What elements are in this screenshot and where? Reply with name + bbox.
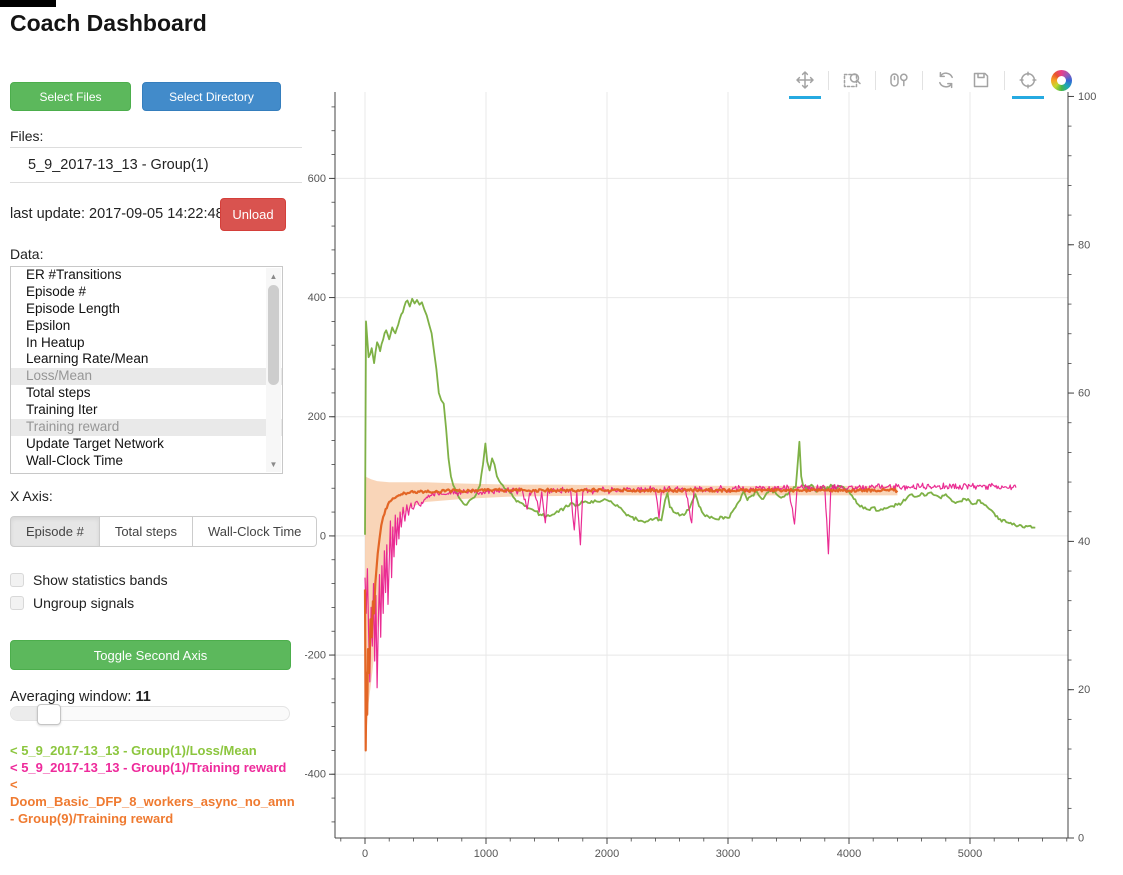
data-item-loss-mean[interactable]: Loss/Mean <box>11 368 282 386</box>
data-item-learning-rate-mean[interactable]: Learning Rate/Mean <box>26 351 149 367</box>
signal-legend: < 5_9_2017-13_13 - Group(1)/Loss/Mean < 5… <box>10 742 298 827</box>
toolbar-separator <box>1004 70 1005 90</box>
select-files-button[interactable]: Select Files <box>10 82 131 111</box>
legend-entry[interactable]: < Doom_Basic_DFP_8_workers_async_no_amn … <box>10 777 295 826</box>
scroll-down-icon[interactable]: ▼ <box>269 459 278 469</box>
xaxis-option-total-steps[interactable]: Total steps <box>99 516 193 547</box>
data-listbox[interactable]: ER #Transitions Episode # Episode Length Ep… <box>10 266 283 474</box>
averaging-window-slider[interactable] <box>10 704 290 725</box>
reset-tool-icon[interactable] <box>934 67 958 93</box>
averaging-window-row: Averaging window: 11 <box>10 689 151 705</box>
svg-text:20: 20 <box>1078 684 1090 696</box>
svg-text:3000: 3000 <box>716 848 740 860</box>
averaging-window-value: 11 <box>135 689 151 705</box>
files-label: Files: <box>10 128 44 144</box>
xaxis-option-wall-clock-time[interactable]: Wall-Clock Time <box>192 516 318 547</box>
svg-text:1000: 1000 <box>474 848 498 860</box>
legend-entry[interactable]: < 5_9_2017-13_13 - Group(1)/Loss/Mean <box>10 743 257 758</box>
svg-text:400: 400 <box>308 292 326 304</box>
file-item[interactable]: 5_9_2017-13_13 - Group(1) <box>28 157 209 173</box>
select-directory-button[interactable]: Select Directory <box>142 82 281 111</box>
svg-text:100: 100 <box>1078 91 1096 103</box>
plot-toolbar <box>789 67 1072 99</box>
svg-text:60: 60 <box>1078 388 1090 400</box>
data-label: Data: <box>10 246 44 262</box>
svg-text:200: 200 <box>308 411 326 423</box>
xaxis-option-episode[interactable]: Episode # <box>10 516 100 547</box>
toggle-second-axis-button[interactable]: Toggle Second Axis <box>10 640 291 670</box>
pan-tool-icon[interactable] <box>789 67 821 99</box>
x-axis-label: X Axis: <box>10 488 53 504</box>
checkbox-ungroup-signals[interactable] <box>10 596 24 610</box>
listbox-scrollbar[interactable]: ▲ ▼ <box>266 268 281 472</box>
unload-button[interactable]: Unload <box>220 198 286 231</box>
data-item-epsilon[interactable]: Epsilon <box>26 317 71 333</box>
svg-text:4000: 4000 <box>837 848 861 860</box>
data-listbox-items: ER #Transitions Episode # Episode Length Ep… <box>11 267 282 470</box>
data-item-training-iter[interactable]: Training Iter <box>26 402 98 418</box>
save-tool-icon[interactable] <box>969 67 993 93</box>
page-title: Coach Dashboard <box>10 10 207 36</box>
svg-text:-200: -200 <box>305 650 326 662</box>
toolbar-separator <box>828 70 829 90</box>
checkbox-label: Ungroup signals <box>33 595 135 611</box>
svg-text:600: 600 <box>308 173 326 185</box>
data-item-wall-clock-time[interactable]: Wall-Clock Time <box>26 452 124 468</box>
last-update-text: last update: 2017-09-05 14:22:48 <box>10 206 224 222</box>
data-item-episode-length[interactable]: Episode Length <box>26 300 120 316</box>
bokeh-logo-icon[interactable] <box>1051 69 1072 91</box>
data-item-er-transitions[interactable]: ER #Transitions <box>26 267 122 282</box>
svg-text:0: 0 <box>1078 833 1084 845</box>
data-item-training-reward[interactable]: Training reward <box>11 419 282 436</box>
scrollbar-thumb[interactable] <box>268 285 279 385</box>
svg-text:5000: 5000 <box>958 848 982 860</box>
svg-text:0: 0 <box>320 530 326 542</box>
scroll-up-icon[interactable]: ▲ <box>269 271 278 281</box>
data-item-update-target-network[interactable]: Update Target Network <box>26 435 164 451</box>
window-artifact <box>0 0 56 7</box>
checkbox-show-statistics-bands[interactable] <box>10 573 24 587</box>
legend-entry[interactable]: < 5_9_2017-13_13 - Group(1)/Training rew… <box>10 760 287 775</box>
checkbox-row-show-statistics-bands: Show statistics bands <box>10 571 168 589</box>
svg-text:80: 80 <box>1078 239 1090 251</box>
checkbox-label: Show statistics bands <box>33 572 168 588</box>
wheel-zoom-tool-icon[interactable] <box>887 67 911 93</box>
hover-tool-icon[interactable] <box>1012 67 1044 99</box>
files-list: 5_9_2017-13_13 - Group(1) <box>10 147 302 183</box>
averaging-window-label: Averaging window: <box>10 689 132 705</box>
slider-handle[interactable] <box>37 704 61 725</box>
data-item-in-heatup[interactable]: In Heatup <box>26 334 85 350</box>
svg-text:40: 40 <box>1078 536 1090 548</box>
checkbox-row-ungroup-signals: Ungroup signals <box>10 594 134 612</box>
toolbar-separator <box>922 70 923 90</box>
data-item-episode[interactable]: Episode # <box>26 283 87 299</box>
box-zoom-tool-icon[interactable] <box>840 67 864 93</box>
toolbar-separator <box>875 70 876 90</box>
svg-text:-400: -400 <box>305 769 326 781</box>
slider-fill <box>11 707 39 720</box>
x-axis-button-group: Episode # Total steps Wall-Clock Time <box>10 516 318 547</box>
svg-text:0: 0 <box>362 848 368 860</box>
svg-text:2000: 2000 <box>595 848 619 860</box>
data-item-total-steps[interactable]: Total steps <box>26 385 91 401</box>
